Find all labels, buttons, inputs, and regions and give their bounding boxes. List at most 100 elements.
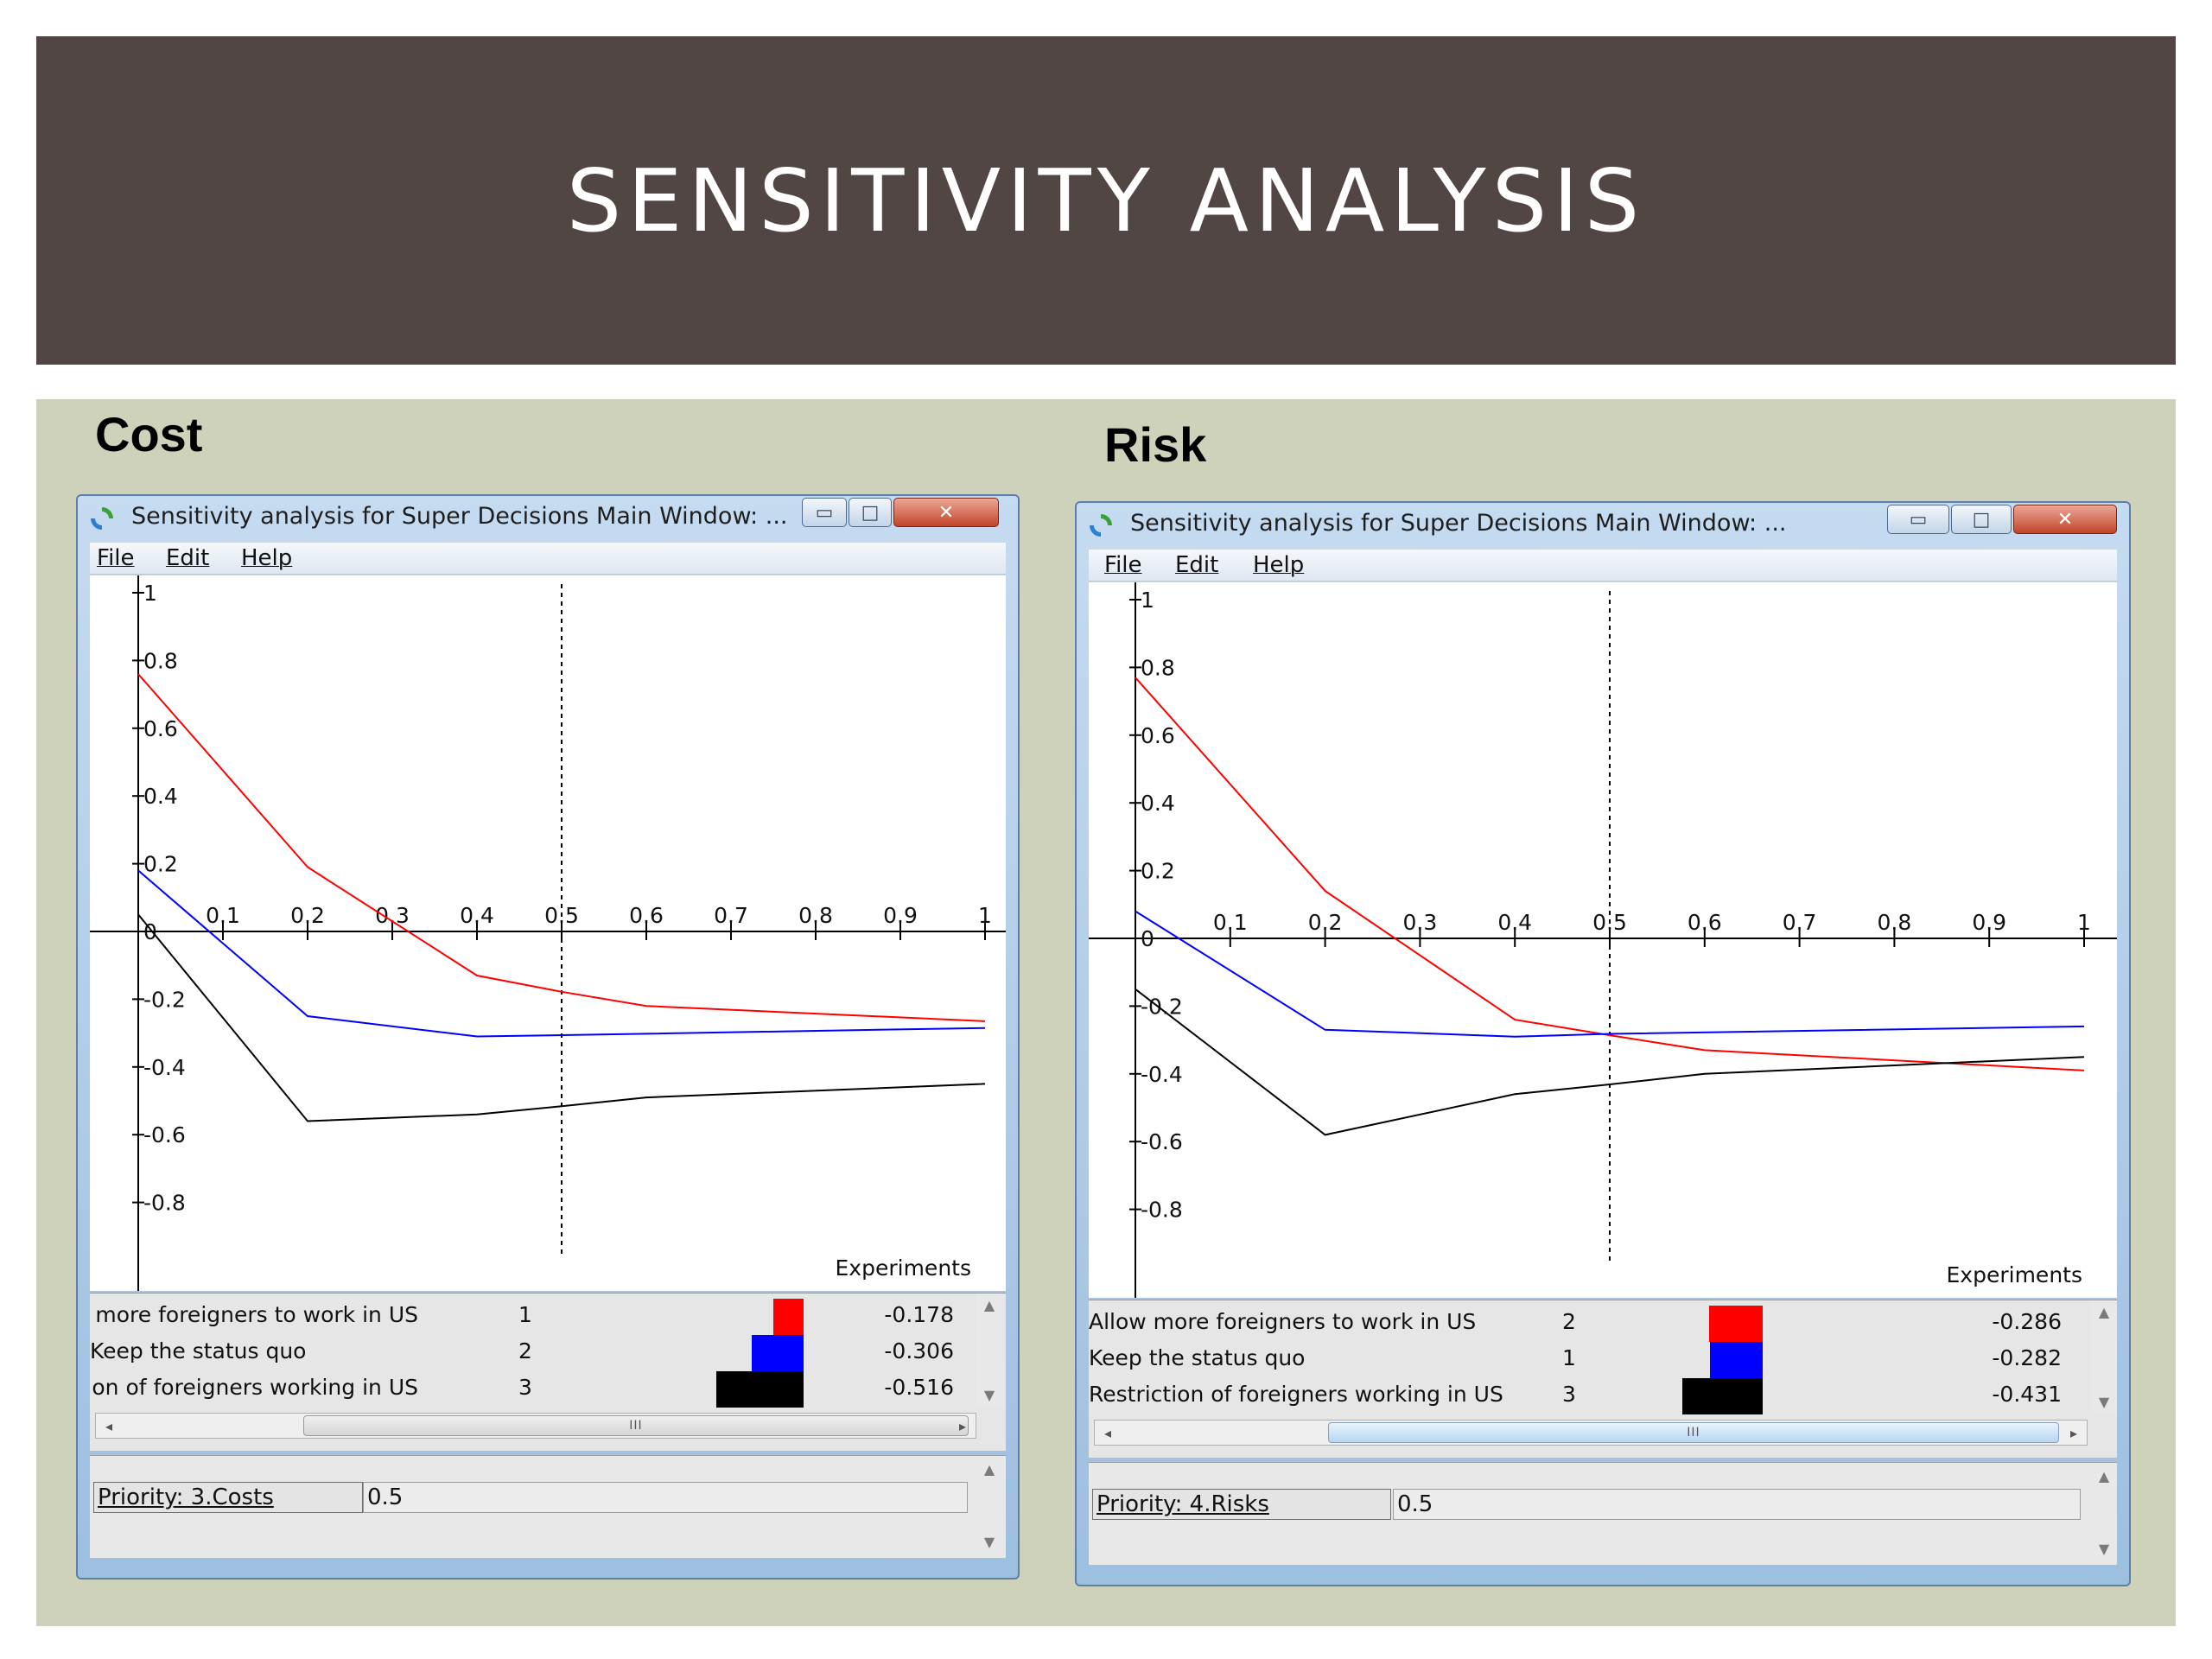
y-tick-label: 0.6 <box>1141 723 1175 748</box>
menu-edit[interactable]: Edit <box>166 545 210 571</box>
legend-rank: 3 <box>1562 1382 1576 1407</box>
legend-name: Keep the status quo <box>1089 1345 1306 1370</box>
legend-horizontal-scrollbar[interactable]: ◂ III ▸ <box>95 1413 976 1439</box>
sensitivity-window-risk: Sensitivity analysis for Super Decisions… <box>1075 501 2131 1586</box>
legend-row: Restriction of foreigners working in US … <box>1089 1378 2082 1414</box>
x-tick-label: 1 <box>2077 910 2091 935</box>
x-tick-label: 0.6 <box>629 903 664 928</box>
y-tick-label: -0.8 <box>1141 1198 1183 1223</box>
priority-vertical-scrollbar[interactable]: ▲ ▼ <box>976 1459 1002 1553</box>
x-axis-label: Experiments <box>1947 1262 2082 1287</box>
scroll-right-icon[interactable]: ▸ <box>958 1417 967 1434</box>
y-tick-label: -0.2 <box>143 987 186 1012</box>
legend-row: Keep the status quo 1 -0.282 <box>1089 1342 2082 1378</box>
menu-help[interactable]: Help <box>1253 552 1305 578</box>
legend-rank: 3 <box>518 1375 532 1400</box>
panel-heading-cost: Cost <box>95 407 203 461</box>
scroll-down-icon[interactable]: ▼ <box>2098 1393 2110 1410</box>
maximize-button[interactable]: □ <box>849 498 892 527</box>
y-tick-label: 0.2 <box>1141 859 1175 884</box>
y-tick-label: 0.4 <box>1141 791 1175 816</box>
refresh-icon <box>1090 514 1112 537</box>
window-titlebar[interactable]: Sensitivity analysis for Super Decisions… <box>1077 503 2129 546</box>
x-tick-label: 0.8 <box>1878 910 1912 935</box>
scroll-down-icon[interactable]: ▼ <box>983 1386 995 1403</box>
series-line <box>137 673 986 1022</box>
series-line <box>1135 910 2085 1038</box>
minimize-button[interactable]: ▭ <box>802 498 847 527</box>
series-line <box>1135 677 2085 1071</box>
menu-bar: File Edit Help <box>90 543 1006 575</box>
scroll-up-icon[interactable]: ▲ <box>983 1296 995 1313</box>
minimize-icon: ▭ <box>1909 508 1928 531</box>
sensitivity-plot: 0.1 0.2 0.3 0.4 0.5 0.6 0.7 0.8 0.9 1 1 0.8 0.6 0.4 0.… <box>1089 582 2117 1298</box>
scrollbar-thumb[interactable]: III <box>303 1415 969 1436</box>
menu-file[interactable]: File <box>97 545 135 571</box>
x-tick-label: 0.1 <box>1213 910 1248 935</box>
series-line <box>137 913 986 1122</box>
scroll-down-icon[interactable]: ▼ <box>983 1533 995 1550</box>
x-axis-label: Experiments <box>836 1255 971 1281</box>
legend-name: Restriction of foreigners working in US <box>1089 1382 1503 1407</box>
scroll-right-icon[interactable]: ▸ <box>2069 1424 2078 1441</box>
close-icon: ✕ <box>938 501 955 524</box>
legend-rank: 2 <box>1562 1309 1576 1334</box>
priority-vertical-scrollbar[interactable]: ▲ ▼ <box>2091 1466 2117 1560</box>
priority-label[interactable]: Priority: 3.Costs <box>93 1482 363 1513</box>
window-title: Sensitivity analysis for Super Decisions… <box>131 503 788 530</box>
close-button[interactable]: ✕ <box>2013 505 2117 534</box>
menu-file[interactable]: File <box>1104 552 1142 578</box>
alternatives-legend: Allow more foreigners to work in US 1 -0… <box>90 1293 1006 1451</box>
priority-label[interactable]: Priority: 4.Risks <box>1092 1489 1391 1520</box>
legend-vertical-scrollbar[interactable]: ▲ ▼ <box>2091 1300 2117 1413</box>
legend-value: -0.516 <box>884 1375 954 1400</box>
legend-name: Allow more foreigners to work in US <box>1089 1309 1477 1334</box>
x-tick-label: 0.8 <box>798 903 833 928</box>
priority-value-field[interactable]: 0.5 <box>363 1482 968 1513</box>
y-tick-label: 0.8 <box>143 648 178 673</box>
scroll-down-icon[interactable]: ▼ <box>2098 1540 2110 1557</box>
x-tick-label: 0.7 <box>714 903 748 928</box>
y-tick-label: 1 <box>1141 588 1154 613</box>
scroll-up-icon[interactable]: ▲ <box>983 1460 995 1478</box>
close-button[interactable]: ✕ <box>893 498 999 527</box>
legend-horizontal-scrollbar[interactable]: ◂ III ▸ <box>1094 1420 2088 1446</box>
scroll-up-icon[interactable]: ▲ <box>2098 1303 2110 1320</box>
priority-value-field[interactable]: 0.5 <box>1393 1489 2081 1520</box>
maximize-button[interactable]: □ <box>1951 505 2012 534</box>
scrollbar-thumb[interactable]: III <box>1328 1422 2059 1443</box>
y-tick-label: 0.4 <box>143 784 178 809</box>
legend-value: -0.286 <box>1992 1309 2062 1334</box>
legend-value: -0.306 <box>884 1338 954 1363</box>
series-line <box>1135 988 2085 1136</box>
minimize-button[interactable]: ▭ <box>1887 505 1949 534</box>
window-titlebar[interactable]: Sensitivity analysis for Super Decisions… <box>78 496 1018 539</box>
legend-vertical-scrollbar[interactable]: ▲ ▼ <box>976 1294 1002 1406</box>
window-title: Sensitivity analysis for Super Decisions… <box>1130 510 1787 537</box>
series-line <box>137 869 986 1038</box>
menu-edit[interactable]: Edit <box>1175 552 1219 578</box>
legend-name: Allow more foreigners to work in US <box>90 1302 418 1327</box>
legend-bar <box>752 1335 804 1371</box>
x-tick-label: 0.1 <box>206 903 240 928</box>
panel-heading-risk: Risk <box>1104 417 1207 472</box>
scroll-up-icon[interactable]: ▲ <box>2098 1467 2110 1484</box>
y-tick-label: -0.6 <box>1141 1129 1183 1154</box>
x-tick-label: 0.2 <box>290 903 325 928</box>
x-tick-label: 1 <box>978 903 992 928</box>
legend-bar <box>773 1299 804 1335</box>
scroll-left-icon[interactable]: ◂ <box>1103 1424 1112 1441</box>
x-tick-label: 0.4 <box>1497 910 1532 935</box>
y-tick-label: -0.4 <box>143 1055 186 1080</box>
legend-rank: 1 <box>1562 1345 1576 1370</box>
x-tick-label: 0.2 <box>1308 910 1343 935</box>
legend-bar <box>715 1371 804 1408</box>
menu-help[interactable]: Help <box>241 545 293 571</box>
legend-name: Restriction of foreigners working in US <box>90 1375 418 1400</box>
maximize-icon: □ <box>1972 508 1991 531</box>
legend-row: Allow more foreigners to work in US 2 -0… <box>1089 1306 2082 1342</box>
scroll-left-icon[interactable]: ◂ <box>105 1417 113 1434</box>
legend-row: Allow more foreigners to work in US 1 -0… <box>90 1299 971 1335</box>
minimize-icon: ▭ <box>815 501 834 524</box>
refresh-icon <box>91 507 113 530</box>
